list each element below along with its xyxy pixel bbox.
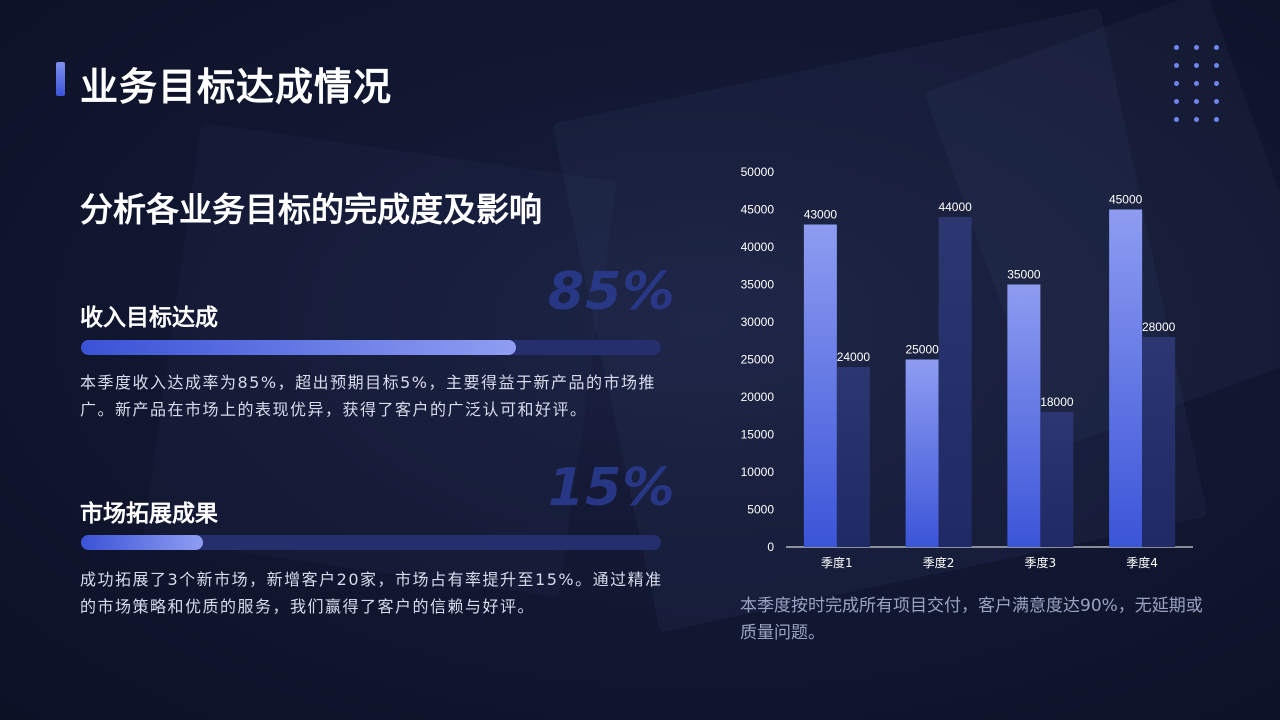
chart-caption: 本季度按时完成所有项目交付，客户满意度达90%，无延期或质量问题。 bbox=[740, 596, 1203, 643]
bar-series1-2 bbox=[905, 359, 939, 547]
revenue-progress-fill bbox=[81, 340, 516, 355]
bar-value-label: 45000 bbox=[1109, 193, 1143, 207]
decor-dot bbox=[1214, 99, 1219, 104]
decor-dot bbox=[1194, 117, 1199, 122]
decor-dot bbox=[1194, 45, 1199, 50]
y-tick-label: 45000 bbox=[741, 203, 775, 217]
bar-series2-3 bbox=[1040, 412, 1074, 547]
decor-dot bbox=[1194, 81, 1199, 86]
market-progress-fill bbox=[81, 535, 203, 550]
bar-value-label: 24000 bbox=[837, 350, 871, 364]
y-tick-label: 0 bbox=[767, 540, 774, 554]
bar-series2-2 bbox=[938, 217, 972, 547]
revenue-goal-label: 收入目标达成 bbox=[80, 305, 218, 331]
x-category-label: 季度2 bbox=[923, 555, 955, 570]
x-category-label: 季度3 bbox=[1025, 555, 1057, 570]
bar-value-label: 25000 bbox=[905, 343, 939, 357]
market-expansion-label: 市场拓展成果 bbox=[80, 501, 218, 527]
decor-dot bbox=[1174, 81, 1179, 86]
y-tick-label: 15000 bbox=[741, 428, 775, 442]
quarterly-bar-chart: 0 5000 10000 15000 20000 25000 30000 35000 40000… bbox=[728, 160, 1208, 580]
decor-dot bbox=[1214, 63, 1219, 68]
bar-series2-1 bbox=[836, 367, 870, 547]
decor-dot bbox=[1194, 63, 1199, 68]
revenue-progress-track bbox=[81, 340, 661, 355]
bar-value-label: 35000 bbox=[1007, 268, 1041, 282]
bar-series1-1 bbox=[803, 224, 837, 547]
decor-dot bbox=[1174, 99, 1179, 104]
bar-series2-4 bbox=[1142, 337, 1176, 547]
y-tick-label: 5000 bbox=[747, 503, 774, 517]
chart-svg: 0 5000 10000 15000 20000 25000 30000 35000 40000… bbox=[741, 165, 1193, 570]
decor-dot bbox=[1214, 45, 1219, 50]
y-tick-label: 10000 bbox=[741, 465, 775, 479]
title-accent-bar bbox=[56, 62, 65, 96]
market-progress-track bbox=[81, 535, 661, 550]
market-description: 成功拓展了3个新市场，新增客户20家，市场占有率提升至15%。通过精准的市场策略… bbox=[80, 570, 663, 616]
decor-dot bbox=[1194, 99, 1199, 104]
y-tick-label: 50000 bbox=[741, 165, 775, 179]
bar-value-label: 43000 bbox=[804, 208, 838, 222]
page-subtitle: 分析各业务目标的完成度及影响 bbox=[80, 190, 542, 229]
x-category-label: 季度4 bbox=[1126, 555, 1158, 570]
bar-series1-3 bbox=[1007, 284, 1041, 547]
y-tick-label: 35000 bbox=[741, 278, 775, 292]
y-tick-label: 20000 bbox=[741, 390, 775, 404]
revenue-description: 本季度收入达成率为85%，超出预期目标5%，主要得益于新产品的市场推广。新产品在… bbox=[80, 373, 656, 419]
revenue-percent-watermark: 85% bbox=[548, 262, 676, 322]
bar-value-label: 28000 bbox=[1142, 320, 1176, 334]
bar-value-label: 44000 bbox=[938, 200, 972, 214]
decor-dot bbox=[1174, 63, 1179, 68]
decor-dot bbox=[1214, 81, 1219, 86]
y-tick-label: 25000 bbox=[741, 353, 775, 367]
page-title: 业务目标达成情况 bbox=[80, 65, 393, 109]
decor-dot bbox=[1174, 117, 1179, 122]
market-percent-watermark: 15% bbox=[548, 458, 676, 518]
dot-grid-icon bbox=[1174, 45, 1230, 131]
x-category-label: 季度1 bbox=[821, 555, 853, 570]
bar-value-label: 18000 bbox=[1040, 395, 1074, 409]
decor-dot bbox=[1174, 45, 1179, 50]
y-tick-label: 30000 bbox=[741, 315, 775, 329]
bar-series1-4 bbox=[1109, 209, 1143, 547]
decor-dot bbox=[1214, 117, 1219, 122]
y-tick-label: 40000 bbox=[741, 240, 775, 254]
